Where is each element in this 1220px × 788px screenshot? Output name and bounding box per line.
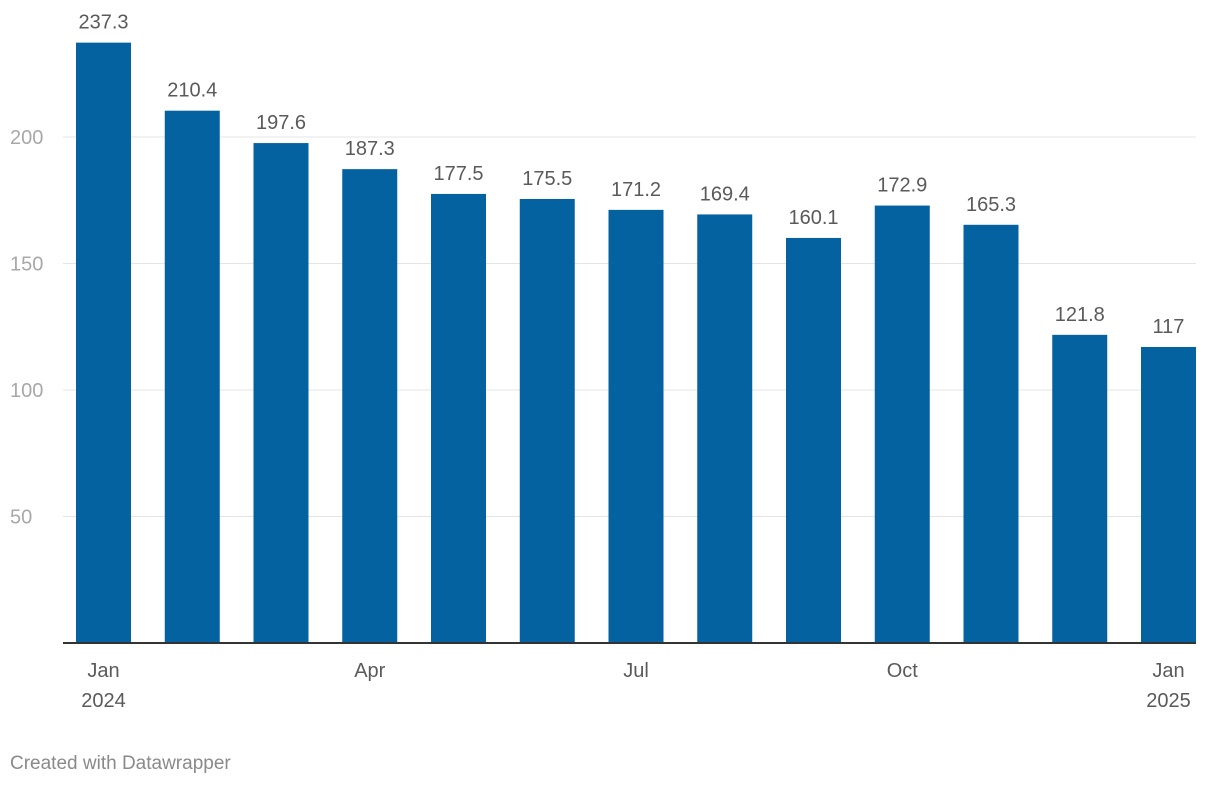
data-label-3: 197.6 (256, 112, 306, 134)
bar-7 (608, 209, 664, 643)
y-tick-label-100: 100 (10, 380, 43, 402)
y-tick-label-150: 150 (10, 254, 43, 276)
data-label-13: 117 (1153, 316, 1185, 338)
bar-9 (786, 237, 841, 643)
data-label-8: 169.4 (700, 183, 750, 205)
data-label-4: 187.3 (345, 138, 395, 160)
y-axis-labels: 50 100 150 200 (10, 127, 43, 529)
x-tick-label-3-0: Apr (354, 660, 385, 682)
bar-2 (164, 110, 220, 644)
data-label-6: 175.5 (522, 168, 572, 190)
bar-12 (1052, 334, 1108, 643)
bar-5 (431, 193, 486, 644)
y-tick-label-50: 50 (10, 507, 32, 529)
x-tick-label-9-0: Oct (887, 660, 919, 682)
bars (76, 42, 1196, 644)
data-label-9: 160.1 (788, 207, 838, 229)
bar-8 (697, 214, 753, 643)
bar-13 (1141, 346, 1196, 643)
data-label-11: 165.3 (966, 194, 1016, 216)
bar-1 (76, 42, 131, 644)
x-tick-label-0-1: 2024 (81, 690, 126, 712)
x-tick-label-6-0: Jul (623, 660, 649, 682)
data-label-7: 171.2 (611, 179, 661, 201)
data-label-2: 210.4 (167, 80, 217, 102)
x-axis-labels: Jan 2024 Apr Jul Oct Jan 2025 (81, 660, 1191, 712)
bar-11 (963, 224, 1019, 643)
data-labels: 237.3 210.4 197.6 187.3 177.5 175.5 171.2 169.4… (78, 12, 1184, 338)
y-tick-label-200: 200 (10, 127, 43, 149)
bar-4 (342, 169, 398, 644)
data-label-12: 121.8 (1055, 304, 1105, 326)
data-label-5: 177.5 (433, 163, 483, 185)
x-tick-label-12-0: Jan (1152, 660, 1184, 682)
x-tick-label-12-1: 2025 (1146, 690, 1191, 712)
bar-3 (253, 143, 309, 643)
data-label-10: 172.9 (877, 175, 927, 197)
x-tick-label-0-0: Jan (87, 660, 119, 682)
credit-text: Created with Datawrapper (10, 753, 231, 774)
data-label-1: 237.3 (78, 12, 128, 34)
bar-10 (874, 205, 930, 644)
bar-6 (519, 198, 575, 644)
bar-chart: 50 100 150 200 237.3 210.4 197.6 187.3 177.5 175… (10, 12, 1196, 712)
